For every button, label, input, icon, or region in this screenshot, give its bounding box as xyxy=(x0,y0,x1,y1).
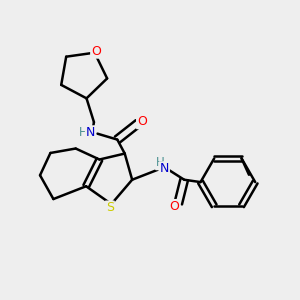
Text: N: N xyxy=(86,126,95,139)
Text: S: S xyxy=(106,202,114,214)
Text: O: O xyxy=(91,45,101,58)
Text: N: N xyxy=(160,162,169,175)
Text: O: O xyxy=(169,200,179,213)
Text: H: H xyxy=(156,156,165,169)
Text: O: O xyxy=(137,115,147,128)
Text: H: H xyxy=(79,126,88,139)
